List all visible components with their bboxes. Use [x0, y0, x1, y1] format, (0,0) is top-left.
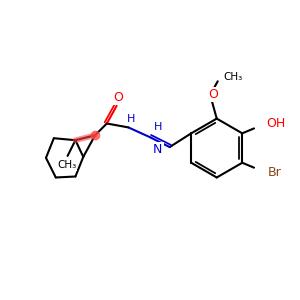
- Text: CH₃: CH₃: [57, 160, 76, 170]
- Text: CH₃: CH₃: [224, 72, 243, 82]
- Text: OH: OH: [266, 117, 285, 130]
- Text: O: O: [114, 92, 124, 104]
- Text: H: H: [154, 122, 162, 132]
- Text: Br: Br: [268, 166, 281, 179]
- Text: O: O: [208, 88, 218, 100]
- Text: H: H: [127, 114, 136, 124]
- Text: N: N: [153, 143, 163, 157]
